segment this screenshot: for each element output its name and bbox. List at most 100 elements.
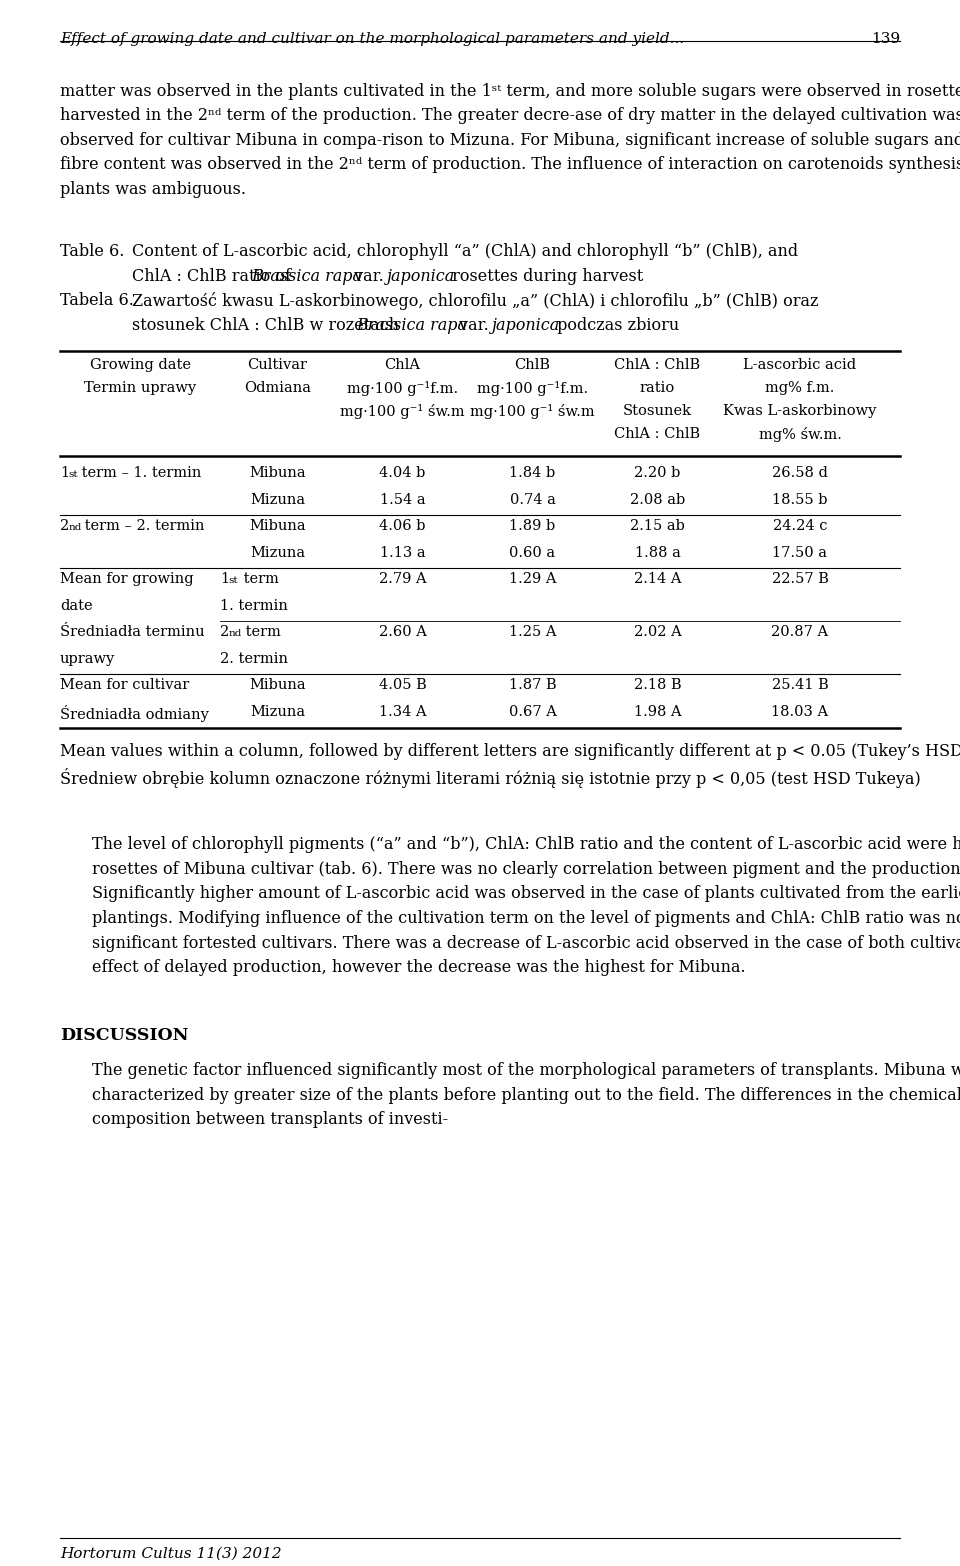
Text: Mibuna: Mibuna <box>250 467 306 481</box>
Text: mg·100 g⁻¹f.m.: mg·100 g⁻¹f.m. <box>477 382 588 396</box>
Text: Mizuna: Mizuna <box>250 547 305 561</box>
Text: 24.24 c: 24.24 c <box>773 520 828 534</box>
Text: Growing date: Growing date <box>89 359 190 373</box>
Text: 139: 139 <box>871 31 900 45</box>
Text: stosunek ChlA : ChlB w rozetach: stosunek ChlA : ChlB w rozetach <box>132 316 404 334</box>
Text: 2. termin: 2. termin <box>220 651 288 666</box>
Text: 17.50 a: 17.50 a <box>773 547 828 561</box>
Text: 18.03 A: 18.03 A <box>772 705 828 719</box>
Text: 4.04 b: 4.04 b <box>379 467 425 481</box>
Text: effect of delayed production, however the decrease was the highest for Mibuna.: effect of delayed production, however th… <box>92 958 746 976</box>
Text: 0.74 a: 0.74 a <box>510 493 556 507</box>
Text: composition between transplants of investi-: composition between transplants of inves… <box>92 1110 448 1128</box>
Text: uprawy: uprawy <box>60 651 115 666</box>
Text: 2.20 b: 2.20 b <box>635 467 681 481</box>
Text: Odmiana: Odmiana <box>244 382 311 396</box>
Text: 2.18 B: 2.18 B <box>634 678 682 692</box>
Text: ChlA : ChlB: ChlA : ChlB <box>614 428 701 442</box>
Text: 2.79 A: 2.79 A <box>378 573 426 587</box>
Text: Średniew obrębie kolumn oznaczone różnymi literami różnią się istotnie przy p < : Średniew obrębie kolumn oznaczone różnym… <box>60 767 921 788</box>
Text: 22.57 B: 22.57 B <box>772 573 828 587</box>
Text: harvested in the 2ⁿᵈ term of the production. The greater decre-ase of dry matter: harvested in the 2ⁿᵈ term of the product… <box>60 108 960 125</box>
Text: observed for cultivar Mibuna in compa-rison to Mizuna. For Mibuna, significant i: observed for cultivar Mibuna in compa-ri… <box>60 132 960 149</box>
Text: Termin uprawy: Termin uprawy <box>84 382 196 396</box>
Text: podczas zbioru: podczas zbioru <box>551 316 679 334</box>
Text: date: date <box>60 600 92 612</box>
Text: Mizuna: Mizuna <box>250 705 305 719</box>
Text: japonica: japonica <box>492 316 560 334</box>
Text: 2.08 ab: 2.08 ab <box>630 493 685 507</box>
Text: ChlB: ChlB <box>515 359 550 373</box>
Text: Tabela 6.: Tabela 6. <box>60 293 133 310</box>
Text: ChlA : ChlB ratio of: ChlA : ChlB ratio of <box>132 268 296 285</box>
Text: 1.29 A: 1.29 A <box>509 573 556 587</box>
Text: Mibuna: Mibuna <box>250 678 306 692</box>
Text: 1. termin: 1. termin <box>220 600 288 612</box>
Text: 18.55 b: 18.55 b <box>772 493 828 507</box>
Text: 1.13 a: 1.13 a <box>380 547 425 561</box>
Text: L-ascorbic acid: L-ascorbic acid <box>743 359 856 373</box>
Text: mg% św.m.: mg% św.m. <box>758 428 841 443</box>
Text: 1.25 A: 1.25 A <box>509 625 556 639</box>
Text: Cultivar: Cultivar <box>248 359 307 373</box>
Text: Brassica rapa: Brassica rapa <box>252 268 363 285</box>
Text: Table 6.: Table 6. <box>60 243 125 260</box>
Text: ChlA: ChlA <box>385 359 420 373</box>
Text: 1.34 A: 1.34 A <box>378 705 426 719</box>
Text: 2.02 A: 2.02 A <box>634 625 682 639</box>
Text: 1: 1 <box>60 467 69 481</box>
Text: 1.88 a: 1.88 a <box>635 547 681 561</box>
Text: 0.60 a: 0.60 a <box>510 547 556 561</box>
Text: fibre content was observed in the 2ⁿᵈ term of production. The influence of inter: fibre content was observed in the 2ⁿᵈ te… <box>60 157 960 174</box>
Text: Mibuna: Mibuna <box>250 520 306 534</box>
Text: The level of chlorophyll pigments (“a” and “b”), ChlA: ChlB ratio and the conten: The level of chlorophyll pigments (“a” a… <box>92 836 960 853</box>
Text: characterized by greater size of the plants before planting out to the field. Th: characterized by greater size of the pla… <box>92 1087 960 1104</box>
Text: 25.41 B: 25.41 B <box>772 678 828 692</box>
Text: Brassica rapa: Brassica rapa <box>356 316 467 334</box>
Text: 2.15 ab: 2.15 ab <box>630 520 684 534</box>
Text: Mizuna: Mizuna <box>250 493 305 507</box>
Text: Hortorum Cultus 11(3) 2012: Hortorum Cultus 11(3) 2012 <box>60 1547 281 1561</box>
Text: 0.67 A: 0.67 A <box>509 705 557 719</box>
Text: var.: var. <box>453 316 493 334</box>
Text: 1.89 b: 1.89 b <box>510 520 556 534</box>
Text: Kwas L-askorbinowy: Kwas L-askorbinowy <box>723 404 876 418</box>
Text: 20.87 A: 20.87 A <box>772 625 828 639</box>
Text: plants was ambiguous.: plants was ambiguous. <box>60 182 246 197</box>
Text: 4.06 b: 4.06 b <box>379 520 425 534</box>
Text: plantings. Modifying influence of the cultivation term on the level of pigments : plantings. Modifying influence of the cu… <box>92 910 960 927</box>
Text: 1.87 B: 1.87 B <box>509 678 556 692</box>
Text: nd: nd <box>68 523 82 532</box>
Text: 2.60 A: 2.60 A <box>378 625 426 639</box>
Text: term: term <box>241 625 280 639</box>
Text: 2: 2 <box>220 625 229 639</box>
Text: st: st <box>68 470 78 479</box>
Text: Significantly higher amount of L-ascorbic acid was observed in the case of plant: Significantly higher amount of L-ascorbi… <box>92 885 960 902</box>
Text: ChlA : ChlB: ChlA : ChlB <box>614 359 701 373</box>
Text: rosettes of Mibuna cultivar (tab. 6). There was no clearly correlation between p: rosettes of Mibuna cultivar (tab. 6). Th… <box>92 861 960 879</box>
Text: 1.54 a: 1.54 a <box>380 493 425 507</box>
Text: DISCUSSION: DISCUSSION <box>60 1027 188 1045</box>
Text: Mean for cultivar: Mean for cultivar <box>60 678 189 692</box>
Text: 2: 2 <box>60 520 69 534</box>
Text: mg·100 g⁻¹ św.m: mg·100 g⁻¹ św.m <box>340 404 465 420</box>
Text: var.: var. <box>349 268 389 285</box>
Text: nd: nd <box>228 630 242 639</box>
Text: japonica: japonica <box>387 268 455 285</box>
Text: Zawartość kwasu L-askorbinowego, chlorofilu „a” (ChlA) i chlorofilu „b” (ChlB) o: Zawartość kwasu L-askorbinowego, chlorof… <box>132 293 819 310</box>
Text: term – 2. termin: term – 2. termin <box>81 520 205 534</box>
Text: 1.98 A: 1.98 A <box>634 705 682 719</box>
Text: ratio: ratio <box>640 382 675 396</box>
Text: Średniadła odmiany: Średniadła odmiany <box>60 705 209 722</box>
Text: 4.05 B: 4.05 B <box>378 678 426 692</box>
Text: mg% f.m.: mg% f.m. <box>765 382 834 396</box>
Text: 1.84 b: 1.84 b <box>510 467 556 481</box>
Text: Stosunek: Stosunek <box>623 404 692 418</box>
Text: significant fortested cultivars. There was a decrease of L-ascorbic acid observe: significant fortested cultivars. There w… <box>92 935 960 952</box>
Text: Średniadła terminu: Średniadła terminu <box>60 625 204 639</box>
Text: st: st <box>228 576 238 586</box>
Text: Mean for growing: Mean for growing <box>60 573 194 587</box>
Text: 1: 1 <box>220 573 229 587</box>
Text: term: term <box>238 573 278 587</box>
Text: mg·100 g⁻¹f.m.: mg·100 g⁻¹f.m. <box>347 382 458 396</box>
